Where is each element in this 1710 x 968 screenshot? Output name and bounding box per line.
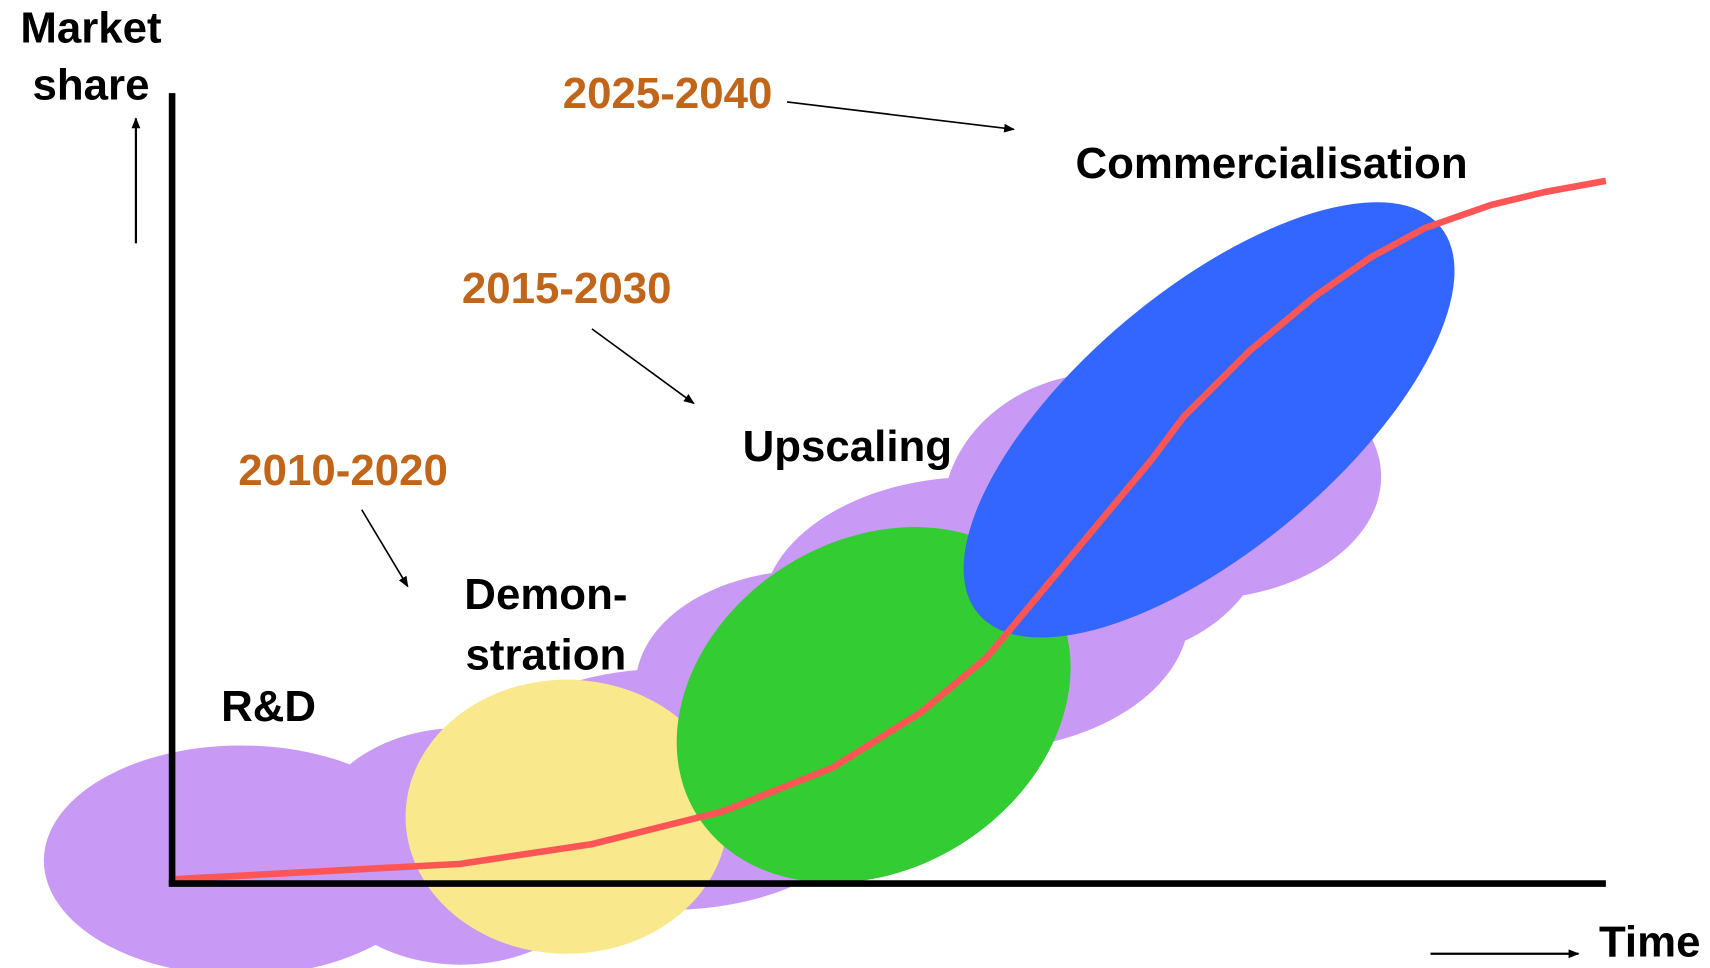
pointer-arrow bbox=[361, 509, 409, 588]
blue-ellipse bbox=[963, 202, 1455, 638]
y-label: share bbox=[32, 60, 149, 109]
phase-label: Upscaling bbox=[743, 422, 952, 471]
phase-period: 2015-2030 bbox=[462, 264, 672, 313]
phase-period: 2010-2020 bbox=[238, 446, 448, 495]
y-label: Market bbox=[20, 3, 162, 52]
phase-label: Demon- bbox=[464, 570, 627, 619]
phase-label: stration bbox=[466, 630, 627, 679]
pointer-arrow bbox=[591, 328, 695, 405]
pointer-arrow bbox=[786, 101, 1016, 133]
phase-label: Commercialisation bbox=[1075, 139, 1467, 188]
growth-curve bbox=[175, 177, 1607, 883]
phase-period: 2025-2040 bbox=[563, 69, 773, 118]
phase-label: R&D bbox=[221, 682, 316, 731]
x-label: Time bbox=[1599, 918, 1701, 967]
